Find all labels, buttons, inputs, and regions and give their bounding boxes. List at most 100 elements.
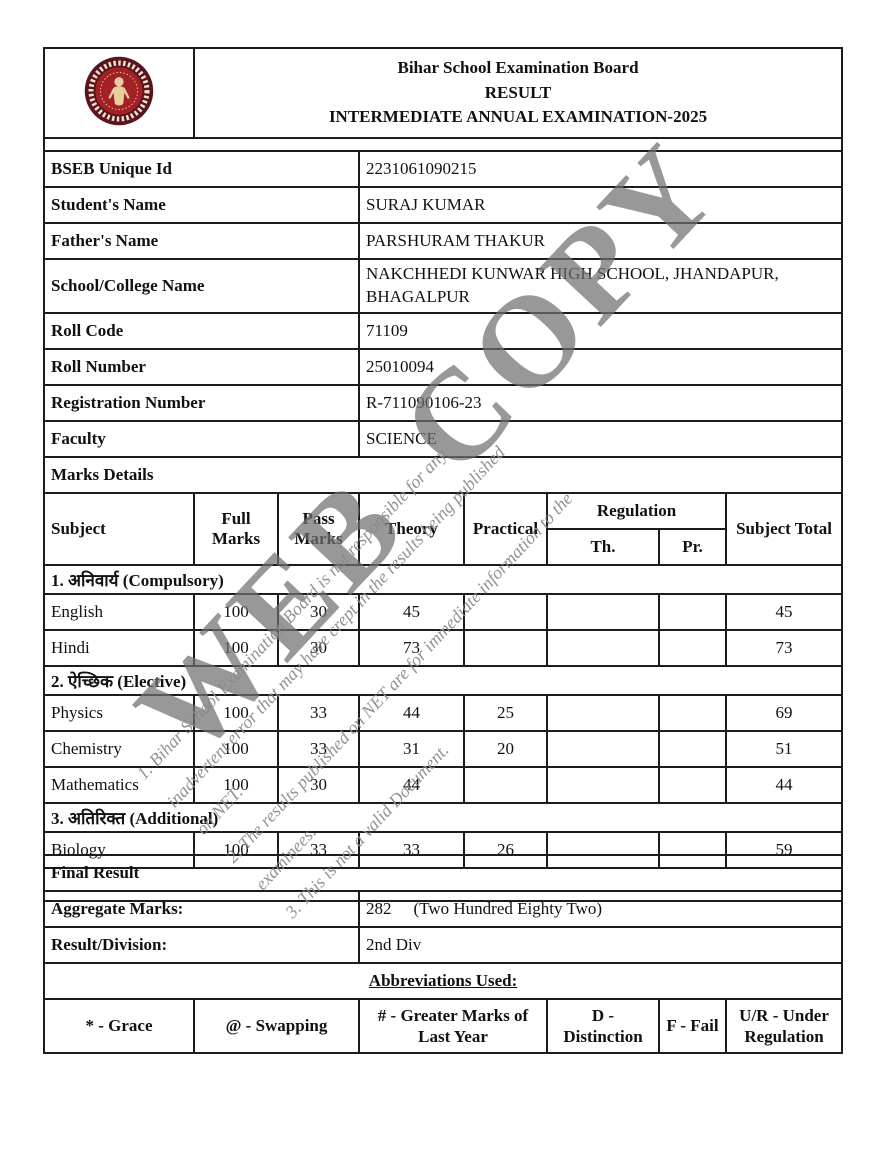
regulation-pr [658, 629, 727, 667]
abbreviations-row: * - Grace @ - Swapping # - Greater Marks… [43, 998, 844, 1054]
marks-row-hindi: Hindi 100 30 73 73 [43, 629, 844, 667]
info-value: SCIENCE [357, 420, 844, 458]
theory-marks: 73 [358, 629, 465, 667]
final-result-table: Final Result Aggregate Marks: 282 (Two Hu… [42, 854, 844, 1054]
spacer-row [42, 137, 844, 152]
subject-total: 44 [724, 766, 844, 804]
subject-name: English [43, 593, 195, 631]
practical-marks [463, 766, 548, 804]
col-header-full-marks: Full Marks [193, 492, 279, 566]
section-row-compulsory: 1. अनिवार्य (Compulsory) [42, 564, 844, 595]
practical-marks: 25 [463, 694, 548, 732]
subject-name: Physics [43, 694, 195, 732]
aggregate-label: Aggregate Marks: [43, 890, 360, 928]
info-row-father-name: Father's Name PARSHURAM THAKUR [43, 222, 844, 260]
info-label: Registration Number [43, 384, 360, 422]
regulation-pr [658, 766, 727, 804]
marks-header-row-1: Subject Full Marks Pass Marks Theory Pra… [43, 492, 844, 566]
result-division-row: Result/Division: 2nd Div [43, 926, 844, 964]
regulation-th [546, 593, 660, 631]
regulation-th [546, 629, 660, 667]
abbr-swapping: @ - Swapping [193, 998, 360, 1054]
col-header-regulation-pr: Pr. [658, 528, 727, 566]
info-label: Roll Code [43, 312, 360, 350]
theory-marks: 31 [358, 730, 465, 768]
practical-marks [463, 629, 548, 667]
practical-marks: 20 [463, 730, 548, 768]
regulation-pr [658, 694, 727, 732]
subject-total: 73 [724, 629, 844, 667]
marks-row-physics: Physics 100 33 44 25 69 [43, 694, 844, 732]
info-row-faculty: Faculty SCIENCE [43, 420, 844, 458]
pass-marks: 30 [277, 766, 360, 804]
info-value: 25010094 [357, 348, 844, 386]
full-marks: 100 [193, 629, 279, 667]
abbreviations-title-cell: Abbreviations Used: [42, 962, 844, 1000]
section-title: 1. अनिवार्य (Compulsory) [42, 564, 844, 595]
col-header-regulation: Regulation [546, 492, 727, 530]
subject-total: 51 [724, 730, 844, 768]
marks-header-row-2: Th. Pr. [44, 528, 842, 566]
final-result-label: Final Result [42, 854, 844, 892]
aggregate-words: (Two Hundred Eighty Two) [413, 899, 603, 918]
theory-marks: 44 [358, 766, 465, 804]
subject-name: Chemistry [43, 730, 195, 768]
practical-marks [463, 593, 548, 631]
marks-row-chemistry: Chemistry 100 33 31 20 51 [43, 730, 844, 768]
col-header-subject: Subject [43, 492, 195, 566]
info-label: Father's Name [43, 222, 360, 260]
header-row: Bihar School Examination Board RESULT IN… [43, 47, 844, 139]
info-row-roll-number: Roll Number 25010094 [43, 348, 844, 386]
info-value: 71109 [357, 312, 844, 350]
info-label: School/College Name [43, 258, 360, 314]
result-main-table: Bihar School Examination Board RESULT IN… [42, 47, 844, 902]
marks-details-label: Marks Details [42, 456, 844, 494]
abbr-fail: F - Fail [658, 998, 727, 1054]
abbreviations-title-row: Abbreviations Used: [42, 962, 844, 1000]
division-value: 2nd Div [357, 926, 844, 964]
full-marks: 100 [193, 730, 279, 768]
abbr-distinction: D - Distinction [546, 998, 660, 1054]
col-header-pass-marks: Pass Marks [277, 492, 360, 566]
board-title: Bihar School Examination Board [397, 58, 639, 78]
col-header-theory: Theory [358, 492, 465, 566]
subject-total: 69 [724, 694, 844, 732]
section-title: 3. अतिरिक्त (Additional) [42, 802, 844, 833]
abbr-greater-marks: # - Greater Marks of Last Year [358, 998, 548, 1054]
section-row-additional: 3. अतिरिक्त (Additional) [42, 802, 844, 833]
aggregate-value: 282 [366, 899, 392, 918]
full-marks: 100 [193, 694, 279, 732]
result-label: RESULT [484, 82, 552, 102]
info-row-student-name: Student's Name SURAJ KUMAR [43, 186, 844, 224]
info-value: R-711090106-23 [357, 384, 844, 422]
marks-row-english: English 100 30 45 45 [43, 593, 844, 631]
theory-marks: 45 [358, 593, 465, 631]
aggregate-value-cell: 282 (Two Hundred Eighty Two) [357, 890, 844, 928]
info-label: Roll Number [43, 348, 360, 386]
pass-marks: 30 [277, 629, 360, 667]
regulation-pr [658, 730, 727, 768]
subject-name: Hindi [43, 629, 195, 667]
marks-details-row: Marks Details [42, 456, 844, 494]
subject-total: 45 [724, 593, 844, 631]
aggregate-marks-row: Aggregate Marks: 282 (Two Hundred Eighty … [43, 890, 844, 928]
col-header-subject-total: Subject Total [724, 492, 844, 566]
info-row-unique-id: BSEB Unique Id 2231061090215 [43, 150, 844, 188]
exam-title: INTERMEDIATE ANNUAL EXAMINATION-2025 [328, 107, 708, 127]
pass-marks: 30 [277, 593, 360, 631]
col-header-regulation-th: Th. [546, 528, 660, 566]
regulation-th [546, 694, 660, 732]
abbr-grace: * - Grace [43, 998, 195, 1054]
pass-marks: 33 [277, 730, 360, 768]
info-value: PARSHURAM THAKUR [357, 222, 844, 260]
final-result-row: Final Result [42, 854, 844, 892]
info-value: SURAJ KUMAR [357, 186, 844, 224]
section-title: 2. ऐच्छिक (Elective) [42, 665, 844, 696]
abbreviations-title: Abbreviations Used: [368, 971, 518, 990]
logo-cell [43, 47, 195, 139]
abbr-under-regulation: U/R - Under Regulation [724, 998, 844, 1054]
info-row-roll-code: Roll Code 71109 [43, 312, 844, 350]
regulation-pr [658, 593, 727, 631]
full-marks: 100 [193, 593, 279, 631]
info-label: Faculty [43, 420, 360, 458]
